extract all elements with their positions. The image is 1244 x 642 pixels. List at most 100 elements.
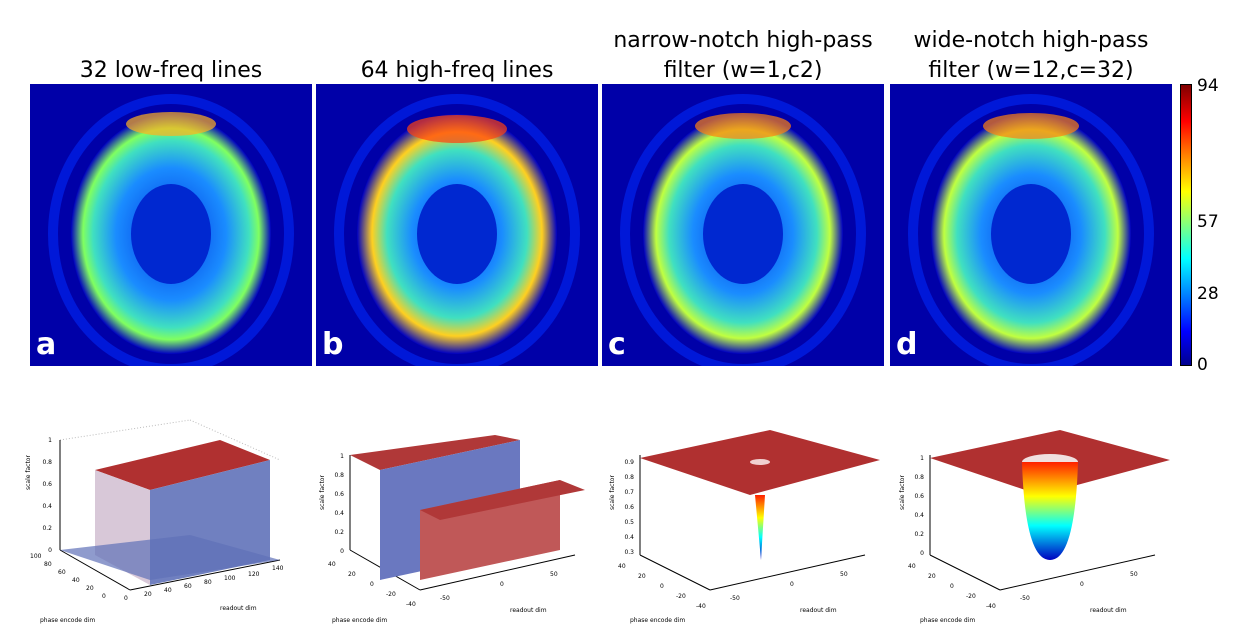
colorbar — [1180, 84, 1192, 366]
panel-letter-c: c — [608, 327, 626, 362]
ytick-a-4: 80 — [204, 579, 212, 586]
xtick-a-5: 0 — [102, 593, 106, 600]
panel-letter-b: b — [322, 327, 344, 362]
ytick-a-7: 140 — [272, 565, 284, 572]
xlabel-b: phase encode dim — [332, 617, 387, 624]
ztick-d-3: 0.4 — [914, 512, 924, 519]
brain-image-b — [316, 84, 598, 366]
xtick-b-2: 0 — [370, 581, 374, 588]
ztick-b-0: 1 — [340, 453, 344, 460]
ytick-d-1: 0 — [1080, 581, 1084, 588]
ztick-d-2: 0.6 — [914, 493, 924, 500]
xtick-c-0: 40 — [618, 563, 626, 570]
panel-b-title: 64 high-freq lines — [360, 58, 554, 83]
xtick-b-0: 40 — [328, 561, 336, 568]
ytick-d-0: -50 — [1020, 595, 1030, 602]
xtick-c-2: 0 — [660, 583, 664, 590]
ztick-c-1: 0.8 — [624, 474, 634, 481]
ytick-a-5: 100 — [224, 575, 236, 582]
surface-plot-d: scale factor 1 0.8 0.6 0.4 0.2 0 40 20 0… — [890, 400, 1180, 630]
ytick-a-6: 120 — [248, 571, 260, 578]
ztick-d-0: 1 — [920, 455, 924, 462]
brain-image-d — [890, 84, 1172, 366]
panel-c-title: narrow-notch high-pass filter (w=1,c2) — [613, 28, 873, 83]
brain-map-a: a — [30, 84, 312, 366]
colorbar-tick-57: 57 — [1197, 212, 1219, 232]
colorbar-tick-94: 94 — [1197, 76, 1219, 96]
ztick-c-0: 0.9 — [624, 459, 634, 466]
ztick-d-5: 0 — [920, 550, 924, 557]
xtick-a-4: 20 — [86, 585, 94, 592]
panel-a-title: 32 low-freq lines — [79, 58, 263, 83]
xtick-b-4: -40 — [406, 601, 416, 608]
xtick-a-1: 80 — [44, 561, 52, 568]
ztick-a-2: 0.6 — [42, 481, 52, 488]
ztick-b-3: 0.4 — [334, 510, 344, 517]
ztick-c-3: 0.6 — [624, 504, 634, 511]
panel-letter-a: a — [36, 327, 57, 362]
ytick-b-1: 0 — [500, 581, 504, 588]
colorbar-tick-0: 0 — [1197, 355, 1208, 375]
ytick-c-1: 0 — [790, 581, 794, 588]
ztick-c-4: 0.5 — [624, 519, 634, 526]
panel-d-title: wide-notch high-pass filter (w=12,c=32) — [913, 28, 1149, 83]
zlabel-a: scale factor — [25, 455, 32, 490]
ytick-c-0: -50 — [730, 595, 740, 602]
zlabel-c: scale factor — [609, 475, 616, 510]
ytick-a-0: 0 — [124, 595, 128, 602]
xlabel-d: phase encode dim — [920, 617, 975, 624]
ylabel-a: readout dim — [220, 605, 257, 612]
ztick-b-2: 0.6 — [334, 491, 344, 498]
xtick-d-4: -40 — [986, 603, 996, 610]
ztick-b-1: 0.8 — [334, 472, 344, 479]
brain-map-b: b — [316, 84, 598, 366]
xlabel-c: phase encode dim — [630, 617, 685, 624]
ylabel-b: readout dim — [510, 607, 547, 614]
ztick-a-1: 0.8 — [42, 459, 52, 466]
ytick-b-0: -50 — [440, 595, 450, 602]
ytick-a-2: 40 — [164, 587, 172, 594]
xtick-a-2: 60 — [58, 569, 66, 576]
ztick-d-1: 0.8 — [914, 474, 924, 481]
surface-plot-a: scale factor 1 0.8 0.6 0.4 0.2 0 100 80 … — [20, 400, 310, 630]
ztick-b-4: 0.2 — [334, 529, 344, 536]
ztick-b-5: 0 — [340, 548, 344, 555]
ztick-a-3: 0.4 — [42, 503, 52, 510]
ylabel-d: readout dim — [1090, 607, 1127, 614]
surface-plot-b: scale factor 1 0.8 0.6 0.4 0.2 0 40 20 0… — [310, 400, 600, 630]
ytick-a-3: 60 — [184, 583, 192, 590]
xlabel-a: phase encode dim — [40, 617, 95, 624]
ztick-c-5: 0.4 — [624, 534, 634, 541]
panel-letter-d: d — [896, 327, 918, 362]
surface-plot-c: scale factor 0.9 0.8 0.7 0.6 0.5 0.4 0.3… — [600, 400, 890, 630]
xtick-d-2: 0 — [950, 583, 954, 590]
xtick-d-1: 20 — [928, 573, 936, 580]
xtick-b-1: 20 — [348, 571, 356, 578]
brain-map-c: c — [602, 84, 884, 366]
ytick-c-2: 50 — [840, 571, 848, 578]
xtick-a-0: 100 — [30, 553, 42, 560]
ytick-a-1: 20 — [144, 591, 152, 598]
zlabel-d: scale factor — [899, 475, 906, 510]
brain-map-d: d — [890, 84, 1172, 366]
xtick-c-4: -40 — [696, 603, 706, 610]
ztick-a-4: 0.2 — [42, 525, 52, 532]
zlabel-b: scale factor — [319, 475, 326, 510]
ztick-c-2: 0.7 — [624, 489, 634, 496]
xtick-c-3: -20 — [676, 593, 686, 600]
brain-image-c — [602, 84, 884, 366]
ylabel-c: readout dim — [800, 607, 837, 614]
brain-image-a — [30, 84, 312, 366]
xtick-d-0: 40 — [908, 563, 916, 570]
ztick-a-0: 1 — [48, 437, 52, 444]
ztick-c-6: 0.3 — [624, 549, 634, 556]
ytick-d-2: 50 — [1130, 571, 1138, 578]
ztick-a-5: 0 — [48, 547, 52, 554]
colorbar-tick-28: 28 — [1197, 284, 1219, 304]
xtick-d-3: -20 — [966, 593, 976, 600]
ytick-b-2: 50 — [550, 571, 558, 578]
xtick-c-1: 20 — [638, 573, 646, 580]
xtick-a-3: 40 — [72, 577, 80, 584]
ztick-d-4: 0.2 — [914, 531, 924, 538]
xtick-b-3: -20 — [386, 591, 396, 598]
